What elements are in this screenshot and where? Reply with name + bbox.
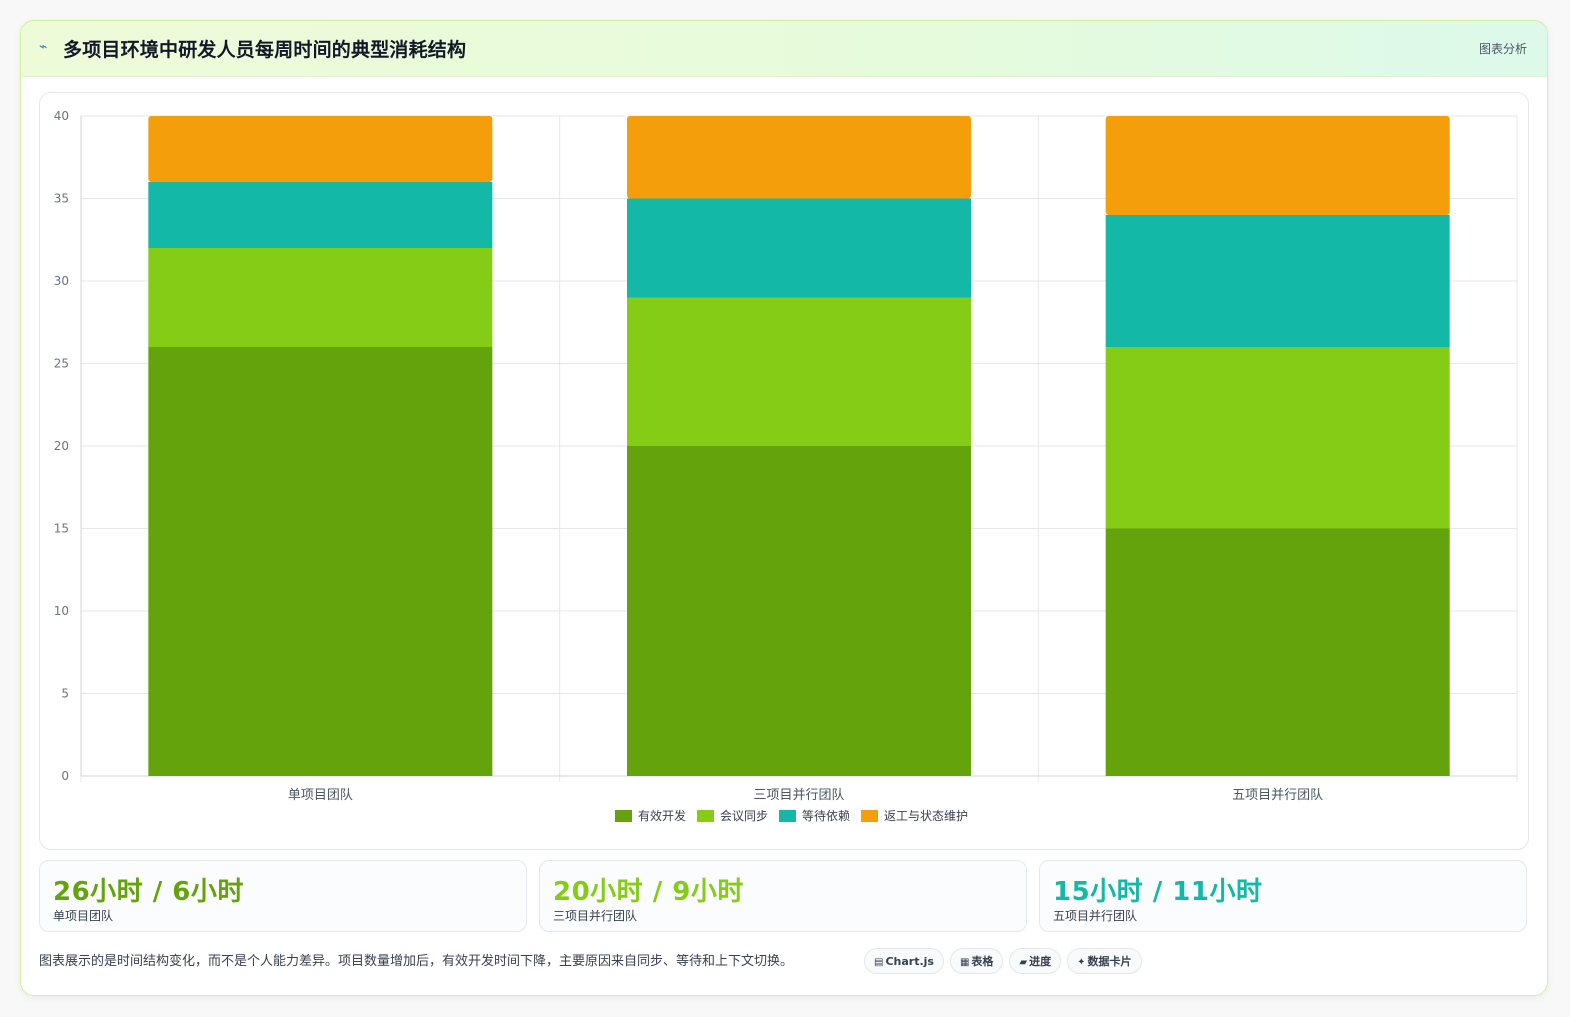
header-badge: 图表分析 [1478,42,1527,56]
stat-value: 20小时 / 9小时 [553,877,744,907]
stat-value: 26小时 / 6小时 [53,877,244,907]
chip-chartjs[interactable]: ▤ Chart.js [864,948,944,974]
chart-card: ⌁ 多项目环境中研发人员每周时间的典型消耗结构 图表分析 0 5 10 15 20 25 3… [20,20,1548,996]
progress-icon: ▰ [1019,957,1028,968]
legend-swatch [779,810,796,822]
x-tick-label: 三项目并行团队 [753,788,844,803]
legend-swatch [697,810,714,822]
chip-progress[interactable]: ▰ 进度 [1009,948,1062,974]
chip-data-card[interactable]: ✦ 数据卡片 [1067,948,1142,974]
stats-row: 26小时 / 6小时 单项目团队 20小时 / 9小时 三项目并行团队 15小时… [39,860,1529,934]
chart-footnote: 图表展示的是时间结构变化，而不是个人能力差异。项目数量增加后，有效开发时间下降，… [39,954,794,969]
bar-segment [627,116,971,199]
stat-value: 15小时 / 11小时 [1053,877,1263,907]
bar-segment [627,198,971,298]
bar-segment [148,347,493,776]
stat-card-single: 26小时 / 6小时 单项目团队 [39,860,527,932]
bar-segment [148,116,493,182]
legend-label: 有效开发 [638,808,686,823]
legend-swatch [615,810,632,822]
y-tick-label: 30 [54,274,69,288]
trend-icon: ⌁ [39,39,48,55]
chip-label: 进度 [1029,955,1052,968]
y-tick-label: 15 [54,522,69,536]
stat-label: 五项目并行团队 [1053,909,1138,923]
y-tick-label: 40 [54,109,69,123]
card-header: ⌁ 多项目环境中研发人员每周时间的典型消耗结构 图表分析 [21,21,1547,77]
bar-segment [148,248,493,347]
x-tick-label: 五项目并行团队 [1232,788,1323,803]
y-tick-label: 10 [54,604,69,618]
bar-segment [627,297,971,446]
y-tick-label: 35 [54,192,69,206]
bar-segment [627,446,971,776]
chip-label: 表格 [971,955,994,968]
bar-segment [1105,347,1450,529]
chip-label: Chart.js [885,955,934,968]
legend-label: 返工与状态维护 [884,809,968,823]
chart-container: 0 5 10 15 20 25 30 35 40 单项目团队 三项目并行团队 五项目并行团队有效开发 会… [39,92,1529,850]
bar-segment [1105,528,1450,776]
legend-label: 会议同步 [720,809,768,823]
page-title: 多项目环境中研发人员每周时间的典型消耗结构 [63,39,467,61]
y-tick-label: 0 [61,769,69,783]
stat-label: 三项目并行团队 [553,909,638,923]
bar-segment [1105,116,1450,215]
stat-card-three: 20小时 / 9小时 三项目并行团队 [539,860,1027,932]
chip-label: 数据卡片 [1087,955,1132,968]
y-tick-label: 20 [54,439,69,453]
table-icon: ▤ [874,957,884,968]
bar-segment [148,182,493,248]
y-tick-label: 25 [54,357,69,371]
legend-swatch [861,810,878,822]
stat-card-five: 15小时 / 11小时 五项目并行团队 [1039,860,1527,932]
bar-segment [1105,215,1450,347]
legend-label: 等待依赖 [802,808,850,823]
sparkle-icon: ✦ [1077,957,1086,968]
y-tick-label: 5 [61,687,69,701]
grid-icon: ▦ [959,957,970,968]
x-tick-label: 单项目团队 [288,788,353,803]
feature-chips: ▤ Chart.js ▦ 表格 ▰ 进度 ✦ 数据卡片 [864,948,1148,976]
chip-table[interactable]: ▦ 表格 [949,948,1004,974]
stat-label: 单项目团队 [53,909,114,923]
